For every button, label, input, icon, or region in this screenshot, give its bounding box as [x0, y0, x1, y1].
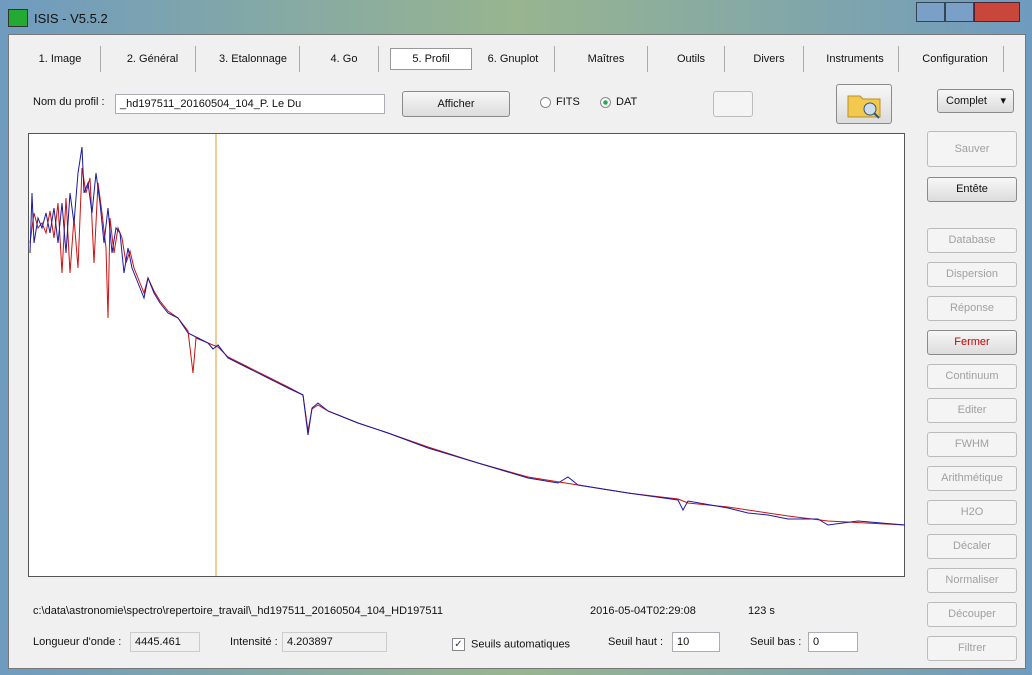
tab[interactable]: Divers — [735, 46, 804, 72]
side-button[interactable]: H2O — [927, 500, 1017, 525]
folder-icon — [847, 95, 881, 119]
tab[interactable]: Outils — [658, 46, 725, 72]
intensity-value: 4.203897 — [282, 632, 387, 652]
dat-radio[interactable]: DAT — [600, 96, 637, 108]
close-button[interactable] — [974, 2, 1020, 22]
profile-label: Nom du profil : — [33, 96, 105, 108]
low-threshold-label: Seuil bas : — [750, 636, 802, 648]
tab[interactable]: Configuration — [907, 46, 1004, 72]
mode-dropdown[interactable]: Complet ▾ — [937, 89, 1014, 113]
profile-name-input[interactable]: _hd197511_20160504_104_P. Le Du — [115, 94, 385, 114]
wavelength-value: 4445.461 — [130, 632, 200, 652]
high-threshold-input[interactable]: 10 — [672, 632, 720, 652]
tab[interactable]: 2. Général — [110, 46, 196, 72]
tab[interactable]: Instruments — [812, 46, 899, 72]
show-button[interactable]: Afficher — [402, 91, 510, 117]
maximize-button[interactable] — [945, 2, 975, 22]
exposure-time: 123 s — [748, 605, 775, 617]
tab[interactable]: 4. Go — [310, 46, 379, 72]
open-folder-button[interactable] — [836, 84, 892, 124]
side-button[interactable]: Décaler — [927, 534, 1017, 559]
low-threshold-input[interactable]: 0 — [808, 632, 858, 652]
side-button[interactable]: Editer — [927, 398, 1017, 423]
side-button[interactable]: Normaliser — [927, 568, 1017, 593]
window-controls — [916, 2, 1020, 22]
side-button[interactable]: Sauver — [927, 131, 1017, 167]
auto-threshold-label: Seuils automatiques — [471, 638, 571, 651]
observed-spectrum — [29, 146, 905, 526]
tab[interactable]: 5. Profil — [390, 48, 472, 70]
intensity-label: Intensité : — [230, 636, 278, 648]
side-button[interactable]: Database — [927, 228, 1017, 253]
file-path: c:\data\astronomie\spectro\repertoire_tr… — [33, 605, 443, 617]
high-threshold-label: Seuil haut : — [608, 636, 664, 648]
side-button[interactable]: Continuum — [927, 364, 1017, 389]
side-button[interactable]: Entête — [927, 177, 1017, 202]
side-button[interactable]: Filtrer — [927, 636, 1017, 661]
wavelength-label: Longueur d'onde : — [33, 636, 122, 648]
title-bar: ISIS - V5.5.2 — [8, 6, 108, 30]
side-button[interactable]: Découper — [927, 602, 1017, 627]
tab[interactable]: 3. Etalonnage — [207, 46, 300, 72]
tab[interactable]: Maîtres — [565, 46, 648, 72]
window-title: ISIS - V5.5.2 — [34, 10, 108, 26]
copy-button[interactable] — [713, 91, 753, 117]
side-button[interactable]: FWHM — [927, 432, 1017, 457]
side-button[interactable]: Dispersion — [927, 262, 1017, 287]
minimize-button[interactable] — [916, 2, 946, 22]
profile-plot — [28, 133, 905, 577]
dat-label: DAT — [616, 96, 638, 108]
auto-threshold-checkbox[interactable]: ✓ Seuils automatiques — [452, 638, 570, 651]
mode-value: Complet — [946, 95, 987, 107]
tab[interactable]: 6. Gnuplot — [472, 46, 555, 72]
app-icon — [8, 9, 28, 27]
fits-label: FITS — [556, 96, 580, 108]
plot-area — [28, 133, 905, 577]
fits-radio[interactable]: FITS — [540, 96, 580, 108]
tab[interactable]: 1. Image — [20, 46, 101, 72]
side-button[interactable]: Réponse — [927, 296, 1017, 321]
observation-date: 2016-05-04T02:29:08 — [590, 605, 696, 617]
side-button[interactable]: Fermer — [927, 330, 1017, 355]
side-button[interactable]: Arithmétique — [927, 466, 1017, 491]
